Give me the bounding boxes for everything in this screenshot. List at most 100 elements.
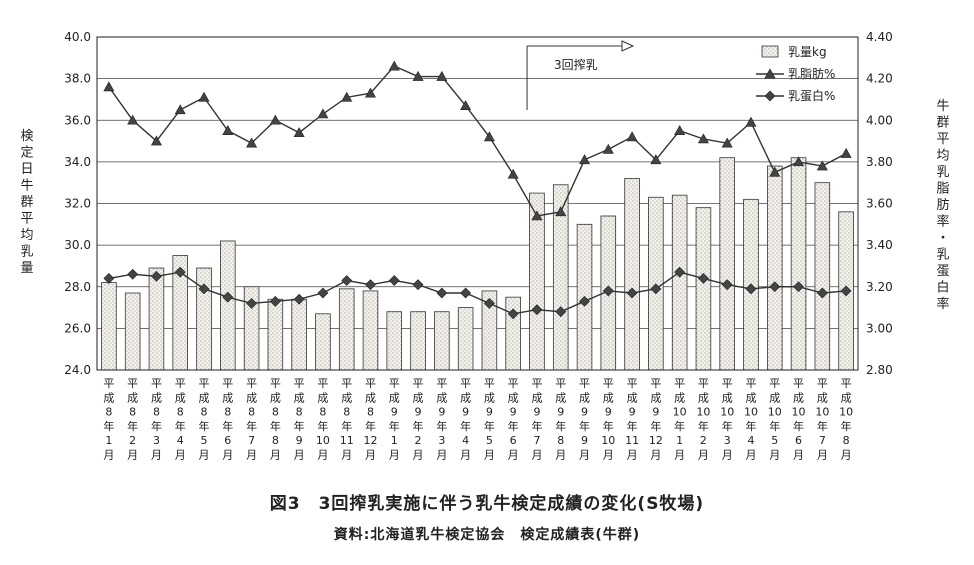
right-tick-label: 3.80 (866, 155, 893, 169)
x-tick-char: 9 (581, 406, 588, 419)
x-tick-char: 8 (201, 406, 208, 419)
x-tick-char: 年 (151, 419, 162, 433)
x-tick-char: 年 (508, 419, 519, 433)
x-tick-char: 成 (555, 391, 566, 404)
right-tick-label: 3.40 (866, 238, 893, 252)
x-tick-char: 平 (555, 377, 566, 390)
x-tick-char: 平 (199, 377, 210, 390)
left-tick-label: 40.0 (64, 30, 91, 44)
x-tick-char: 年 (793, 419, 804, 433)
x-tick-char: 9 (557, 406, 564, 419)
x-tick-char: 平 (484, 377, 495, 390)
x-tick-char: 8 (843, 434, 850, 447)
legend: 乳量kg 乳脂肪% 乳蛋白% (756, 45, 835, 103)
x-tick-char: 平 (127, 377, 138, 390)
triangle-point (388, 60, 400, 71)
x-tick-char: 9 (652, 406, 659, 419)
right-axis-label-char: 率 (936, 296, 949, 312)
diamond-point (151, 270, 162, 282)
triangle-point (650, 154, 662, 165)
triangle-point (341, 91, 353, 102)
triangle-point (269, 114, 281, 125)
triangle-point (674, 125, 686, 135)
x-tick-char: 月 (698, 449, 709, 462)
x-tick-label: 平成 8年8 月 (270, 377, 281, 462)
x-tick-char: 月 (745, 449, 756, 462)
bar (695, 207, 712, 371)
right-tick-label: 4.40 (866, 30, 893, 44)
diamond-point (483, 297, 495, 309)
bar (790, 157, 807, 371)
x-tick-char: 10 (792, 406, 806, 419)
x-tick-char: 成 (389, 391, 400, 404)
x-tick-char: 2 (415, 434, 422, 447)
bar (410, 311, 426, 371)
x-tick-char: 平 (246, 377, 257, 390)
right-tick-label: 3.20 (866, 280, 893, 294)
right-tick-label: 4.00 (866, 113, 893, 127)
chart: 24.0 26.0 28.0 30.0 32.0 34.0 36.0 38.0 40.0 2.8… (20, 30, 949, 462)
diamond-point (198, 283, 210, 295)
x-tick-char: 平 (674, 377, 685, 390)
diamond-point (293, 293, 305, 305)
bar (291, 298, 307, 371)
bar (386, 311, 403, 371)
series-line (108, 65, 847, 217)
x-tick-label: 平成 9年7 月 (531, 377, 542, 462)
x-tick-char: 平 (389, 377, 400, 390)
x-tick-char: 平 (175, 377, 186, 390)
x-tick-char: 月 (317, 449, 328, 462)
left-axis-label-char: 群 (20, 195, 33, 210)
bar (124, 292, 141, 371)
x-tick-char: 2 (129, 434, 136, 447)
x-tick-char: 5 (201, 434, 208, 447)
x-tick-char: 月 (413, 449, 424, 462)
x-tick-char: 月 (722, 449, 733, 462)
x-tick-char: 年 (627, 419, 638, 433)
right-axis-label-char: 牛 (936, 99, 949, 114)
x-tick-char: 平 (270, 377, 281, 390)
x-tick-char: 年 (175, 419, 186, 433)
x-tick-char: 平 (151, 377, 162, 390)
x-tick-char: 8 (319, 406, 326, 419)
milk-fat-line (103, 60, 852, 221)
diamond-point (460, 287, 472, 299)
x-tick-char: 月 (246, 449, 257, 462)
triangle-point (626, 131, 638, 142)
x-tick-char: 年 (365, 419, 376, 433)
x-tick-char: 成 (460, 391, 471, 404)
diamond-point (341, 275, 353, 286)
triangle-point (579, 154, 591, 165)
left-tick-label: 28.0 (64, 280, 91, 294)
x-tick-char: 9 (462, 406, 469, 419)
x-tick-char: 平 (627, 377, 638, 390)
x-tick-char: 月 (793, 449, 804, 462)
x-tick-char: 平 (698, 377, 709, 390)
x-tick-char: 8 (343, 406, 350, 419)
triangle-point (602, 143, 614, 154)
x-tick-char: 成 (175, 391, 186, 404)
right-tick-label: 3.00 (866, 321, 893, 335)
left-tick-label: 38.0 (64, 72, 91, 86)
left-axis-label-char: 牛 (20, 179, 33, 194)
legend-marker-diamond (764, 90, 776, 102)
right-axis-label-char: 蛋 (936, 264, 949, 279)
x-tick-char: 月 (341, 449, 352, 462)
x-tick-char: 5 (771, 434, 778, 447)
x-tick-char: 月 (199, 449, 210, 462)
right-axis-label-char: 群 (936, 116, 949, 131)
x-tick-char: 10 (815, 406, 829, 419)
legend-label-milk-yield: 乳量kg (788, 45, 827, 59)
x-tick-char: 年 (199, 419, 210, 433)
x-tick-char: 10 (673, 406, 687, 419)
milk-yield-bars (101, 157, 854, 371)
triangle-point (769, 166, 781, 177)
bar (624, 178, 640, 371)
